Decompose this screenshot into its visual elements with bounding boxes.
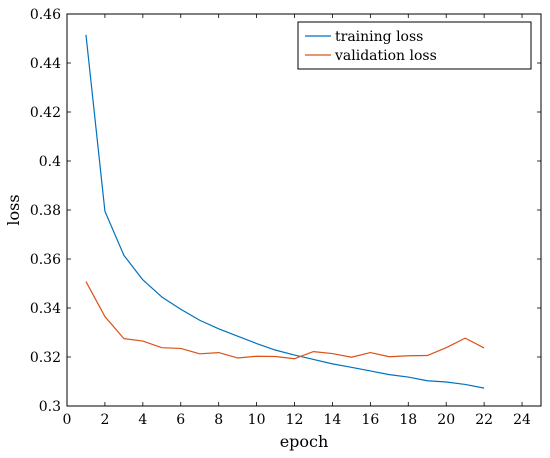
x-tick-label: 2 xyxy=(100,412,109,428)
x-tick-label: 8 xyxy=(214,412,223,428)
series-line-validation-loss xyxy=(85,281,485,360)
x-tick-label: 22 xyxy=(475,412,493,428)
x-tick-label: 10 xyxy=(248,412,266,428)
y-axis-label: loss xyxy=(4,194,23,225)
y-tick-label: 0.44 xyxy=(30,56,61,72)
y-tick-label: 0.36 xyxy=(30,252,61,268)
x-tick-label: 20 xyxy=(437,412,455,428)
y-tick-label: 0.38 xyxy=(30,203,61,219)
x-axis-label: epoch xyxy=(280,432,329,451)
y-tick-label: 0.32 xyxy=(30,350,61,366)
series-line-training-loss xyxy=(85,34,485,389)
y-tick-label: 0.34 xyxy=(30,301,61,317)
x-tick-label: 12 xyxy=(286,412,304,428)
x-tick-label: 18 xyxy=(399,412,417,428)
plot-frame xyxy=(66,13,542,407)
x-tick-label: 24 xyxy=(513,412,531,428)
y-axis-ticks: 0.3 0.32 0.34 0.36 0.38 0.4 0.42 0.44 0.46 xyxy=(30,7,541,415)
legend-label-training: training loss xyxy=(335,29,423,45)
x-tick-label: 16 xyxy=(361,412,379,428)
x-tick-label: 0 xyxy=(63,412,72,428)
legend-box xyxy=(297,21,532,70)
x-axis-ticks: 0 2 4 6 8 10 12 14 16 18 20 22 24 xyxy=(63,14,531,428)
y-tick-label: 0.4 xyxy=(39,154,61,170)
legend: training loss validation loss xyxy=(297,21,532,70)
legend-label-validation: validation loss xyxy=(334,48,437,64)
x-tick-label: 4 xyxy=(138,412,147,428)
x-tick-label: 6 xyxy=(176,412,185,428)
x-tick-label: 14 xyxy=(324,412,342,428)
y-tick-label: 0.3 xyxy=(39,399,61,415)
y-tick-label: 0.46 xyxy=(30,7,61,23)
y-tick-label: 0.42 xyxy=(30,105,61,121)
series-layer xyxy=(85,34,485,389)
